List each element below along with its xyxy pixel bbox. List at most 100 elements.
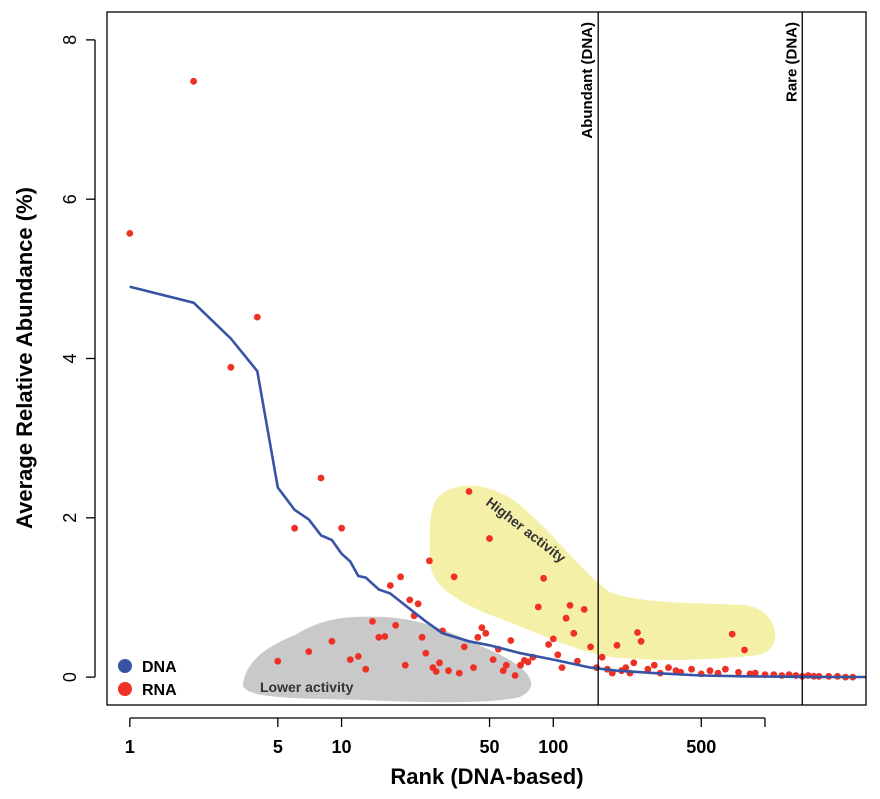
rna-point bbox=[369, 618, 376, 625]
y-tick-label: 6 bbox=[60, 194, 80, 204]
rna-point bbox=[426, 557, 433, 565]
rna-point bbox=[549, 635, 557, 643]
rna-point bbox=[482, 629, 490, 637]
rna-point bbox=[665, 664, 672, 671]
rna-point bbox=[401, 661, 409, 669]
rna-point bbox=[274, 657, 282, 665]
legend-rna-marker bbox=[118, 682, 132, 696]
rna-point bbox=[190, 77, 198, 85]
y-tick-label: 4 bbox=[60, 353, 80, 363]
rna-point bbox=[474, 633, 482, 641]
rna-point bbox=[741, 646, 748, 654]
x-axis-title: Rank (DNA-based) bbox=[390, 764, 583, 789]
rna-point bbox=[545, 641, 552, 648]
x-axis: 1 5 10 50 100 500 bbox=[125, 717, 766, 757]
rna-point bbox=[517, 661, 524, 669]
rna-point bbox=[406, 596, 414, 604]
rna-point bbox=[338, 524, 345, 532]
legend-rna-label: RNA bbox=[142, 682, 177, 699]
rare-dna-label: Rare (DNA) bbox=[783, 22, 800, 102]
rna-point bbox=[422, 649, 430, 657]
rna-point bbox=[478, 624, 486, 632]
rna-point bbox=[650, 661, 658, 669]
rna-point bbox=[392, 621, 399, 629]
legend-dna-label: DNA bbox=[142, 659, 177, 676]
rna-point bbox=[511, 672, 519, 679]
rna-point bbox=[445, 667, 452, 675]
rna-point bbox=[570, 629, 578, 637]
rna-point bbox=[728, 630, 736, 638]
abundant-dna-label: Abundant (DNA) bbox=[579, 22, 596, 139]
rna-point bbox=[397, 573, 404, 581]
x-tick-label: 10 bbox=[332, 737, 352, 757]
rna-point bbox=[362, 665, 370, 673]
rna-point bbox=[499, 667, 507, 675]
rna-point bbox=[524, 658, 532, 666]
higher-activity-region bbox=[429, 485, 776, 660]
rna-point bbox=[375, 633, 383, 641]
rna-point bbox=[566, 602, 574, 609]
rna-point bbox=[386, 582, 394, 589]
lower-activity-label: Lower activity bbox=[260, 679, 354, 695]
x-tick-label: 500 bbox=[686, 737, 716, 757]
rna-point bbox=[751, 669, 759, 677]
rna-point bbox=[455, 669, 463, 677]
rna-point bbox=[432, 668, 440, 675]
rna-point bbox=[465, 488, 473, 495]
x-tick-label: 100 bbox=[538, 737, 568, 757]
rna-point bbox=[253, 313, 261, 321]
x-tick-label: 1 bbox=[125, 737, 135, 757]
rna-point bbox=[598, 653, 606, 661]
rna-point bbox=[486, 535, 493, 542]
rna-point bbox=[381, 633, 389, 640]
rna-point bbox=[637, 637, 645, 645]
legend-dna-marker bbox=[118, 659, 132, 673]
rna-point bbox=[460, 643, 468, 651]
y-axis-title: Average Relative Abundance (%) bbox=[12, 187, 37, 529]
rna-point bbox=[613, 641, 621, 649]
y-tick-label: 2 bbox=[60, 513, 80, 523]
rna-point bbox=[418, 633, 426, 641]
rna-point bbox=[436, 659, 443, 667]
rna-point bbox=[328, 637, 336, 645]
rna-point bbox=[580, 606, 588, 613]
rna-point bbox=[587, 643, 594, 651]
rna-point bbox=[706, 667, 714, 675]
rna-point bbox=[317, 474, 325, 482]
rna-point bbox=[622, 664, 630, 671]
rna-point bbox=[574, 657, 581, 665]
y-axis: 0 2 4 6 8 bbox=[60, 35, 96, 682]
rna-point bbox=[735, 668, 742, 676]
rna-point bbox=[507, 637, 515, 644]
rna-point bbox=[534, 603, 542, 611]
plot-frame bbox=[106, 11, 867, 706]
y-tick-label: 0 bbox=[60, 672, 80, 682]
rna-point bbox=[450, 573, 458, 581]
rna-point bbox=[554, 651, 562, 659]
rna-point bbox=[558, 664, 566, 671]
rna-point bbox=[630, 659, 638, 667]
rna-point bbox=[414, 600, 422, 608]
rna-point bbox=[489, 656, 497, 663]
x-tick-label: 5 bbox=[273, 737, 283, 757]
dna-line bbox=[129, 285, 867, 679]
rna-point bbox=[562, 614, 570, 622]
rna-point bbox=[346, 656, 354, 663]
rna-point bbox=[644, 665, 652, 673]
plot-layer bbox=[126, 77, 867, 681]
rna-point bbox=[722, 665, 729, 673]
y-tick-label: 8 bbox=[60, 35, 80, 45]
rna-point bbox=[126, 230, 134, 237]
legend: DNA RNA bbox=[118, 659, 177, 699]
rna-point bbox=[540, 574, 547, 582]
rna-point bbox=[688, 665, 695, 673]
rna-point bbox=[227, 363, 235, 371]
rna-point bbox=[502, 661, 510, 669]
rna-point bbox=[354, 653, 362, 660]
rna-point bbox=[291, 524, 298, 532]
rna-point bbox=[470, 664, 477, 671]
x-tick-label: 50 bbox=[480, 737, 500, 757]
rna-point bbox=[634, 629, 641, 636]
rna-point bbox=[305, 648, 313, 655]
